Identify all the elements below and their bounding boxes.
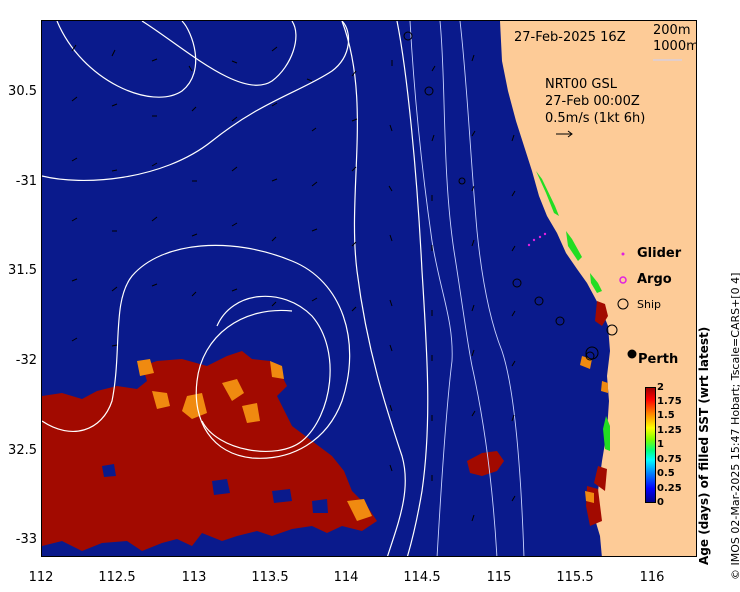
colorbar-tick: 0 [657, 497, 664, 508]
currents-scale: 0.5m/s (1kt 6h) [545, 111, 646, 126]
y-tick-label: -32 [15, 353, 37, 368]
x-tick-label: 114.5 [403, 570, 441, 585]
y-tick-label: -31 [15, 174, 37, 189]
ship-legend-icon [617, 298, 629, 310]
argo-legend-label: Argo [637, 272, 672, 287]
colorbar-tick: 1.75 [657, 396, 682, 407]
perth-label: Perth [638, 352, 679, 367]
credit-line: © IMOS 02-Mar-2025 15:47 Hobart; Tscale=… [729, 272, 740, 580]
y-tick-label: -33 [15, 532, 37, 547]
depth-1000m-label: 1000m [653, 39, 697, 54]
old-sst-region [42, 351, 377, 551]
x-tick-label: 114 [333, 570, 359, 585]
sst-contours [42, 21, 429, 556]
ship-legend-label: Ship [637, 298, 661, 311]
colorbar-tick: 1.25 [657, 425, 682, 436]
current-scale-arrow [556, 130, 573, 138]
colorbar-tick: 2 [657, 382, 664, 393]
x-tick-label: 116 [639, 570, 665, 585]
x-tick-label: 112.5 [98, 570, 136, 585]
glider-track [527, 232, 547, 247]
x-tick-label: 113.5 [251, 570, 289, 585]
ship-tracks [403, 31, 618, 361]
colorbar-tick: 0.5 [657, 468, 675, 479]
colorbar-tick: 0.25 [657, 483, 682, 494]
colorbar-tick: 1 [657, 439, 664, 450]
x-tick-label: 113 [181, 570, 207, 585]
y-tick-label: 30.5 [8, 84, 37, 99]
y-tick-label: 31.5 [8, 263, 37, 278]
x-tick-label: 115 [486, 570, 512, 585]
sst-age-colorbar [645, 387, 656, 503]
glider-legend-label: Glider [637, 246, 682, 261]
sst-map[interactable]: 27-Feb-2025 16Z 200m 1000m NRT00 GSL 27-… [41, 20, 697, 557]
currents-source: NRT00 GSL [545, 77, 617, 92]
current-arrows [71, 44, 516, 522]
map-datetime: 27-Feb-2025 16Z [514, 30, 626, 45]
old-sst-coast [586, 301, 608, 526]
mid-sst-patches [137, 359, 372, 521]
argo-legend-icon [619, 276, 627, 284]
colorbar-tick: 0.75 [657, 454, 682, 465]
x-tick-label: 115.5 [556, 570, 594, 585]
perth-marker [627, 349, 637, 359]
bathymetry [409, 21, 525, 556]
depth-200m-label: 200m [653, 23, 691, 38]
glider-legend-icon [621, 252, 625, 256]
colorbar-tick: 1.5 [657, 410, 675, 421]
colorbar-title: Age (days) of filled SST (wrt latest) [697, 326, 711, 565]
y-tick-label: 32.5 [8, 443, 37, 458]
currents-time: 27-Feb 00:00Z [545, 94, 640, 109]
x-tick-label: 112 [28, 570, 54, 585]
